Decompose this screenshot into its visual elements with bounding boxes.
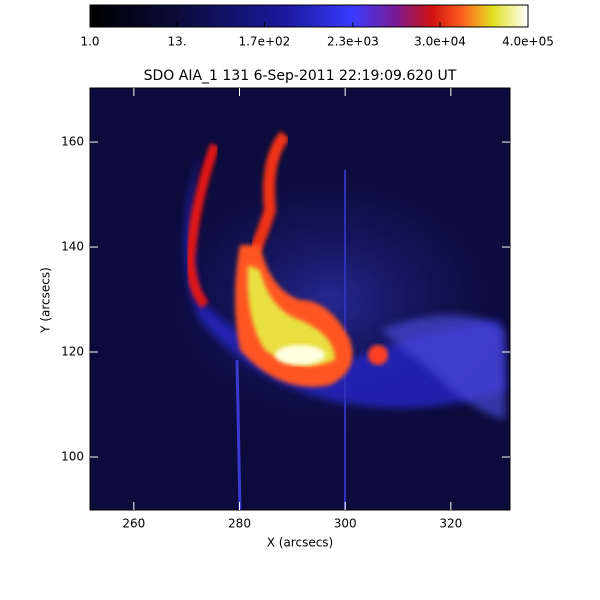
colorbar-tick-label: 1.7e+02: [238, 35, 290, 49]
x-tick-label: 320: [439, 517, 462, 531]
chart-title: SDO AIA_1 131 6-Sep-2011 22:19:09.620 UT: [144, 68, 457, 84]
x-axis-label: X (arcsecs): [267, 536, 334, 550]
x-tick-label: 280: [228, 517, 251, 531]
plot-frame: [89, 87, 511, 511]
x-tick-label: 300: [334, 517, 357, 531]
y-axis-label: Y (arcsecs): [39, 267, 53, 334]
colorbar: [89, 4, 529, 28]
colorbar-tick-label: 3.0e+04: [414, 35, 466, 49]
x-tick-label: 260: [122, 517, 145, 531]
colorbar-tick-label: 4.0e+05: [502, 35, 554, 49]
colorbar-tick-label: 1.0: [80, 35, 99, 49]
y-tick-label: 140: [61, 240, 84, 254]
y-tick-label: 100: [61, 449, 84, 463]
y-tick-label: 160: [61, 135, 84, 149]
colorbar-tick-label: 13.: [168, 35, 187, 49]
solar-image: [90, 88, 510, 510]
y-tick-label: 120: [61, 345, 84, 359]
colorbar-tick-label: 2.3e+03: [327, 35, 379, 49]
